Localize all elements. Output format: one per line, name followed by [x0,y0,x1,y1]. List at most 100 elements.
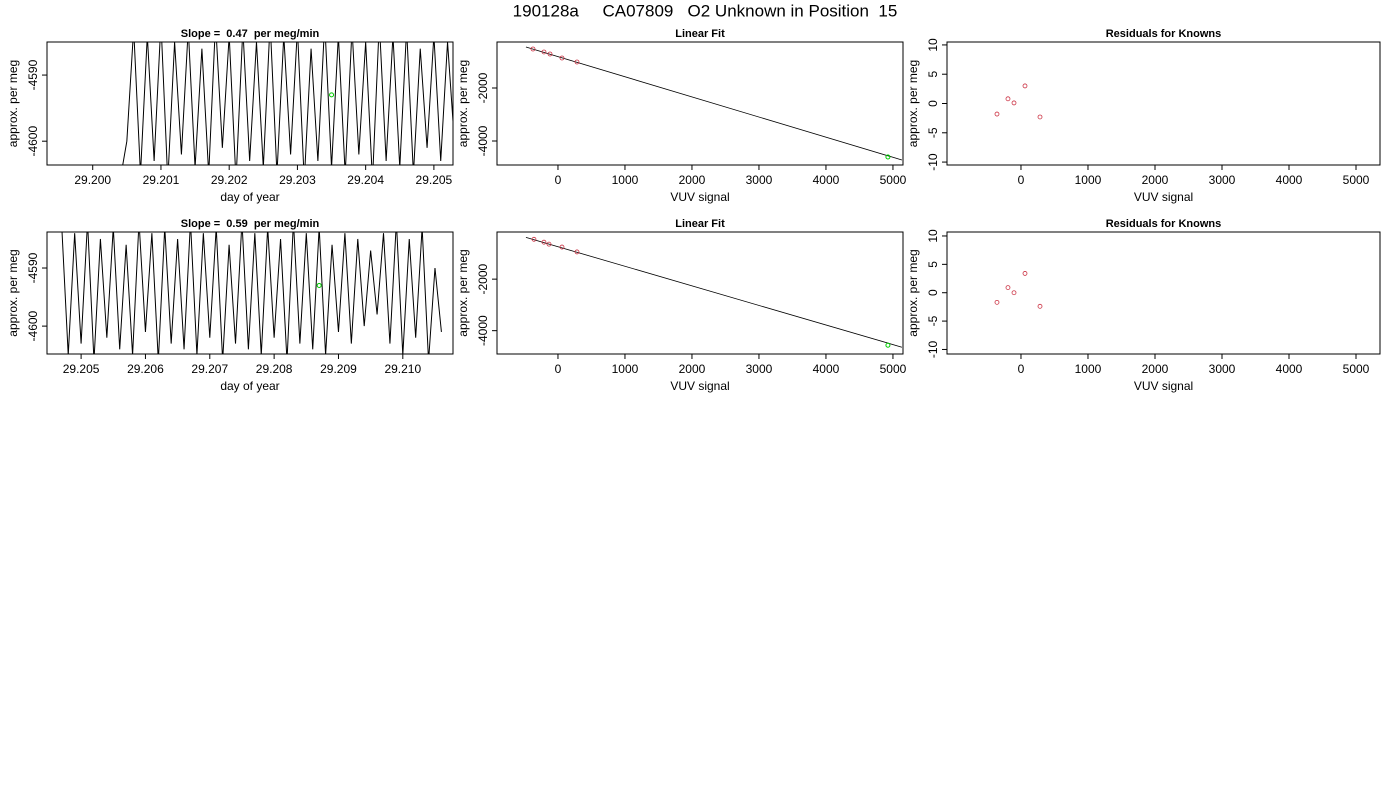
highlight-point [329,92,335,98]
data-point [1011,100,1017,106]
y-tick-label: 10 [926,229,940,243]
plot-frame [496,231,904,355]
plot-area [122,42,453,165]
x-tick-label: 4000 [1276,362,1303,376]
data-point [559,55,565,61]
x-axis-label: day of year [220,190,279,204]
y-tick-label: 0 [926,100,940,107]
x-tick-label: 0 [1018,362,1025,376]
fit-line [525,46,903,161]
x-tick-label: 2000 [679,362,706,376]
y-axis-label: approx. per meg [456,60,470,147]
panel-title: Residuals for Knowns [1106,28,1222,40]
data-point [559,244,565,250]
data-line [61,232,442,354]
y-tick-label: -4000 [476,125,490,156]
data-point [1037,114,1043,120]
x-tick-label: 3000 [746,362,773,376]
plot-area [994,271,1043,309]
data-point [574,59,580,65]
x-tick-label: 29.205 [63,362,100,376]
y-axis-label: approx. per meg [906,60,920,147]
y-tick-label: -5 [926,127,940,138]
plot-area [525,46,903,161]
y-tick-label: -4600 [26,310,40,341]
data-point [994,299,1000,305]
data-point [541,239,547,245]
data-point [546,241,552,247]
x-tick-label: 5000 [1343,362,1370,376]
y-axis-label: approx. per meg [456,249,470,336]
x-tick-label: 29.200 [74,173,111,187]
x-tick-label: 1000 [1075,173,1102,187]
data-point [547,51,553,57]
main-title: 190128a CA07809 O2 Unknown in Position 1… [513,1,898,20]
x-tick-label: 29.203 [279,173,316,187]
panel-title: Slope = 0.59 per meg/min [181,218,320,230]
x-tick-label: 1000 [612,173,639,187]
x-tick-label: 1000 [1075,362,1102,376]
y-tick-label: -2000 [476,72,490,103]
data-point [1011,290,1017,296]
x-tick-label: 29.207 [191,362,228,376]
x-tick-label: 29.201 [143,173,180,187]
x-axis-label: VUV signal [670,379,729,393]
x-tick-label: 2000 [1142,362,1169,376]
y-tick-label: 10 [926,38,940,52]
data-point [530,46,536,52]
y-tick-label: -10 [926,153,940,171]
data-point [1022,271,1028,276]
plot-area [525,236,903,348]
plot-frame [946,41,1381,166]
plot-area [994,83,1043,120]
x-tick-label: 5000 [880,173,907,187]
panel-title: Linear Fit [675,218,725,230]
data-point [1022,83,1028,89]
highlight-point [885,154,891,160]
x-tick-label: 4000 [813,173,840,187]
plot-frame [496,41,904,166]
x-tick-label: 0 [555,173,562,187]
x-tick-label: 29.205 [416,173,453,187]
y-tick-label: -5 [926,315,940,326]
x-tick-label: 2000 [679,173,706,187]
y-tick-label: -4000 [476,315,490,346]
panel-title: Linear Fit [675,28,725,40]
y-axis-label: approx. per meg [6,249,20,336]
highlight-point [316,282,322,288]
x-tick-label: 5000 [1343,173,1370,187]
x-tick-label: 1000 [612,362,639,376]
x-tick-label: 29.204 [347,173,384,187]
data-line [122,42,453,165]
panel-title: Slope = 0.47 per meg/min [181,28,320,40]
y-tick-label: -2000 [476,263,490,294]
plot-frame [946,231,1381,355]
y-tick-label: -10 [926,340,940,358]
y-tick-label: -4590 [26,252,40,283]
x-tick-label: 2000 [1142,173,1169,187]
x-tick-label: 29.209 [320,362,357,376]
y-axis-label: approx. per meg [906,249,920,336]
data-point [541,49,547,55]
x-axis-label: day of year [220,379,279,393]
y-tick-label: -4590 [26,59,40,90]
x-tick-label: 29.210 [384,362,421,376]
data-point [531,236,537,242]
x-tick-label: 3000 [746,173,773,187]
x-axis-label: VUV signal [1134,379,1193,393]
y-tick-label: 5 [926,261,940,268]
panel-title: Residuals for Knowns [1106,218,1222,230]
y-tick-label: 0 [926,289,940,296]
y-tick-label: 5 [926,71,940,78]
data-point [1037,303,1043,309]
data-point [1005,96,1011,102]
y-tick-label: -4600 [26,126,40,157]
highlight-point [885,342,891,348]
x-tick-label: 5000 [880,362,907,376]
x-tick-label: 0 [555,362,562,376]
fit-line [525,236,903,348]
plot-area [61,232,442,354]
x-tick-label: 3000 [1209,173,1236,187]
